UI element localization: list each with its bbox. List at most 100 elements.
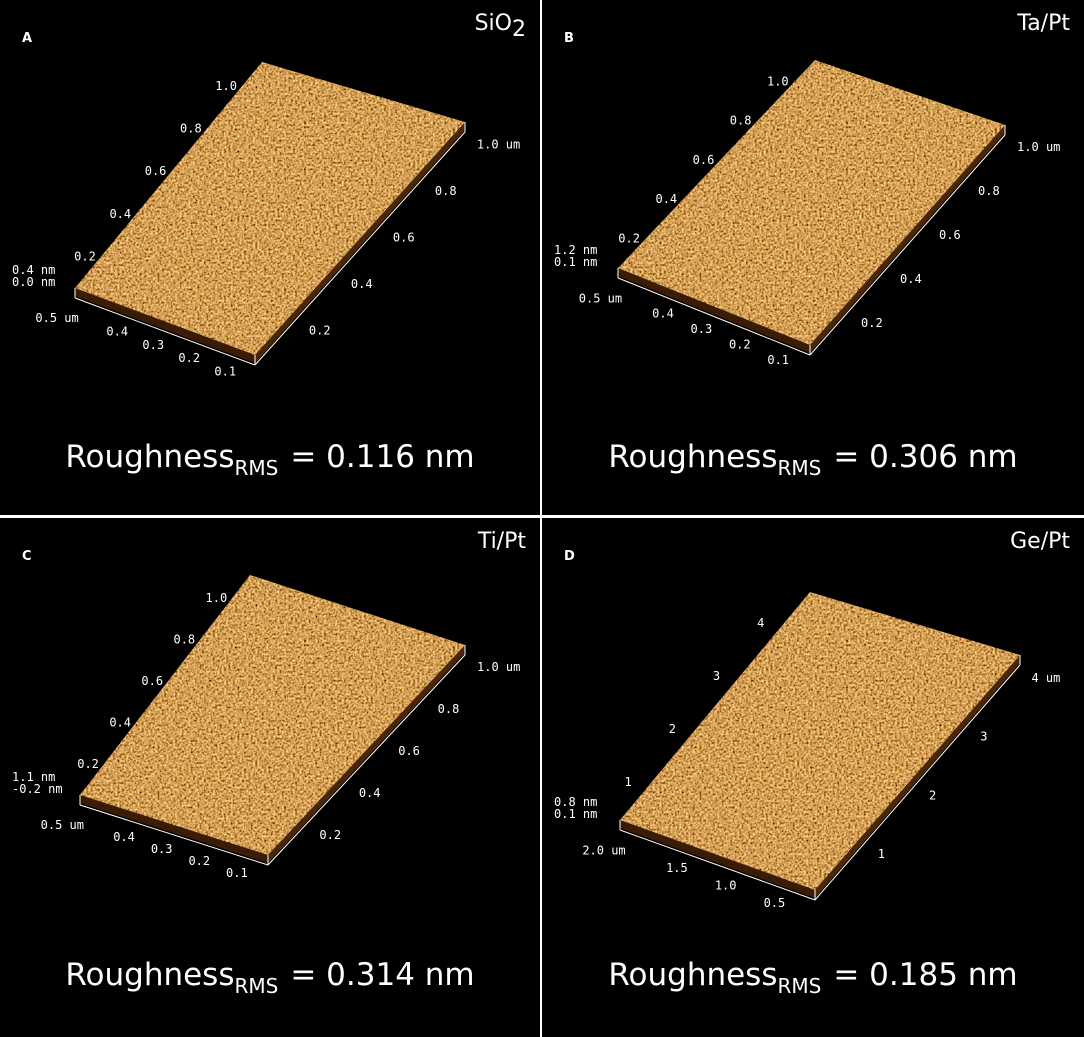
- material-text: Ta/Pt: [1016, 11, 1070, 36]
- panel: D Ge/Pt 0.8 nm0.1 nm 2.0 um 1.5 1.0 0.5 4 um 3 2 1…: [542, 518, 1084, 1037]
- height-label: -0.2 nm: [12, 782, 63, 796]
- left-axis-label: 1.0: [206, 591, 228, 605]
- left-axis-label: 0.6: [141, 674, 163, 688]
- left-axis-label: 0.8: [730, 114, 752, 128]
- material-text: SiO: [475, 11, 512, 36]
- afm-surface: [618, 60, 1005, 345]
- right-axis-label: 0.6: [939, 228, 961, 242]
- height-label: 0.1 nm: [554, 255, 597, 269]
- height-label: 1.1 nm: [12, 770, 55, 784]
- material-text: Ti/Pt: [477, 529, 527, 554]
- roughness-label: RoughnessRMS = 0.185 nm: [608, 957, 1017, 998]
- left-axis-label: 0.4: [109, 207, 131, 221]
- height-label: 0.1 nm: [554, 807, 597, 821]
- afm-surface: [620, 592, 1020, 890]
- left-axis-label: 0.8: [173, 633, 195, 647]
- left-axis-label: 0.2: [74, 249, 96, 263]
- height-label: 0.8 nm: [554, 795, 597, 809]
- axis-line: [619, 829, 816, 901]
- front-axis-label: 0.2: [178, 351, 200, 365]
- roughness-word: Roughness: [65, 439, 234, 475]
- right-axis-label: 0.2: [309, 324, 331, 338]
- side-face: [80, 795, 268, 863]
- front-axis-label: 0.5: [764, 896, 786, 910]
- material-label: Ge/Pt: [1010, 529, 1070, 554]
- left-axis-label: 0.2: [77, 757, 99, 771]
- axis-line: [267, 654, 466, 866]
- afm-surface: [80, 575, 465, 855]
- right-axis-label: 0.8: [435, 184, 457, 198]
- roughness-word: Roughness: [65, 957, 234, 993]
- panel-letter: B: [564, 31, 574, 46]
- material-subscript: 2: [512, 17, 526, 42]
- left-axis-label: 0.2: [618, 231, 640, 245]
- side-face: [810, 125, 1005, 353]
- front-axis-label: 0.3: [151, 842, 173, 856]
- right-axis-label: 0.6: [398, 744, 420, 758]
- axis-line: [809, 134, 1006, 356]
- right-axis-label: 4 um: [1031, 671, 1060, 685]
- panel: C Ti/Pt 1.1 nm-0.2 nm 0.5 um 0.4 0.3 0.2 0.1 1.0…: [0, 518, 540, 1037]
- front-axis-label: 0.1: [767, 353, 789, 367]
- left-axis-label: 3: [713, 669, 720, 683]
- panel-letter: D: [564, 549, 575, 564]
- front-axis-label: 0.4: [113, 830, 135, 844]
- front-axis-label: 0.2: [188, 854, 210, 868]
- left-axis-label: 4: [757, 616, 764, 630]
- roughness-word: Roughness: [608, 957, 777, 993]
- right-axis-label: 0.8: [438, 702, 460, 716]
- right-axis-label: 0.6: [393, 231, 415, 245]
- front-axis-label: 0.3: [142, 338, 164, 352]
- front-axis-label: 2.0 um: [582, 844, 625, 858]
- right-axis-label: 0.2: [319, 828, 341, 842]
- right-axis-label: 0.4: [900, 272, 922, 286]
- roughness-label: RoughnessRMS = 0.306 nm: [608, 439, 1017, 480]
- roughness-value: = 0.116 nm: [290, 439, 474, 475]
- panel-letter: C: [22, 549, 32, 564]
- left-axis-label: 1.0: [215, 79, 237, 93]
- axis-line: [254, 131, 466, 366]
- left-axis-label: 2: [669, 722, 676, 736]
- side-face: [618, 268, 810, 353]
- roughness-subscript: RMS: [777, 974, 821, 998]
- left-axis-label: 0.4: [109, 716, 131, 730]
- side-face: [75, 288, 255, 363]
- front-axis-label: 1.5: [666, 861, 688, 875]
- roughness-value: = 0.306 nm: [833, 439, 1017, 475]
- side-face: [268, 645, 465, 863]
- right-axis-label: 1.0 um: [1017, 140, 1060, 154]
- axis-line: [79, 804, 269, 866]
- afm-surface: [75, 62, 465, 355]
- front-axis-label: 0.2: [729, 338, 751, 352]
- front-axis-label: 0.5 um: [41, 818, 84, 832]
- roughness-word: Roughness: [608, 439, 777, 475]
- side-face: [255, 122, 465, 363]
- left-axis-label: 1: [625, 775, 632, 789]
- roughness-subscript: RMS: [234, 456, 278, 480]
- height-label: 0.4 nm: [12, 263, 55, 277]
- left-axis-label: 0.8: [180, 121, 202, 135]
- right-axis-label: 0.4: [351, 277, 373, 291]
- front-axis-label: 0.5 um: [579, 291, 622, 305]
- height-label: 1.2 nm: [554, 243, 597, 257]
- roughness-subscript: RMS: [777, 456, 821, 480]
- right-axis-label: 1.0 um: [477, 660, 520, 674]
- roughness-label: RoughnessRMS = 0.314 nm: [65, 957, 474, 998]
- left-axis-label: 0.6: [693, 153, 715, 167]
- axis-line: [617, 277, 811, 356]
- front-axis-label: 0.5 um: [35, 311, 78, 325]
- right-axis-label: 3: [980, 730, 987, 744]
- material-label: SiO2: [475, 11, 526, 42]
- height-label: 0.0 nm: [12, 275, 55, 289]
- right-axis-label: 0.4: [359, 786, 381, 800]
- panel-letter: A: [22, 31, 32, 46]
- front-axis-label: 0.4: [106, 324, 128, 338]
- roughness-label: RoughnessRMS = 0.116 nm: [65, 439, 474, 480]
- panel: A SiO2 0.4 nm0.0 nm 0.5 um 0.4 0.3 0.2 0.1 1.0 u…: [0, 0, 540, 515]
- front-axis-label: 0.1: [226, 866, 248, 880]
- right-axis-label: 1.0 um: [477, 137, 520, 151]
- left-axis-label: 1.0: [767, 74, 789, 88]
- material-text: Ge/Pt: [1010, 529, 1070, 554]
